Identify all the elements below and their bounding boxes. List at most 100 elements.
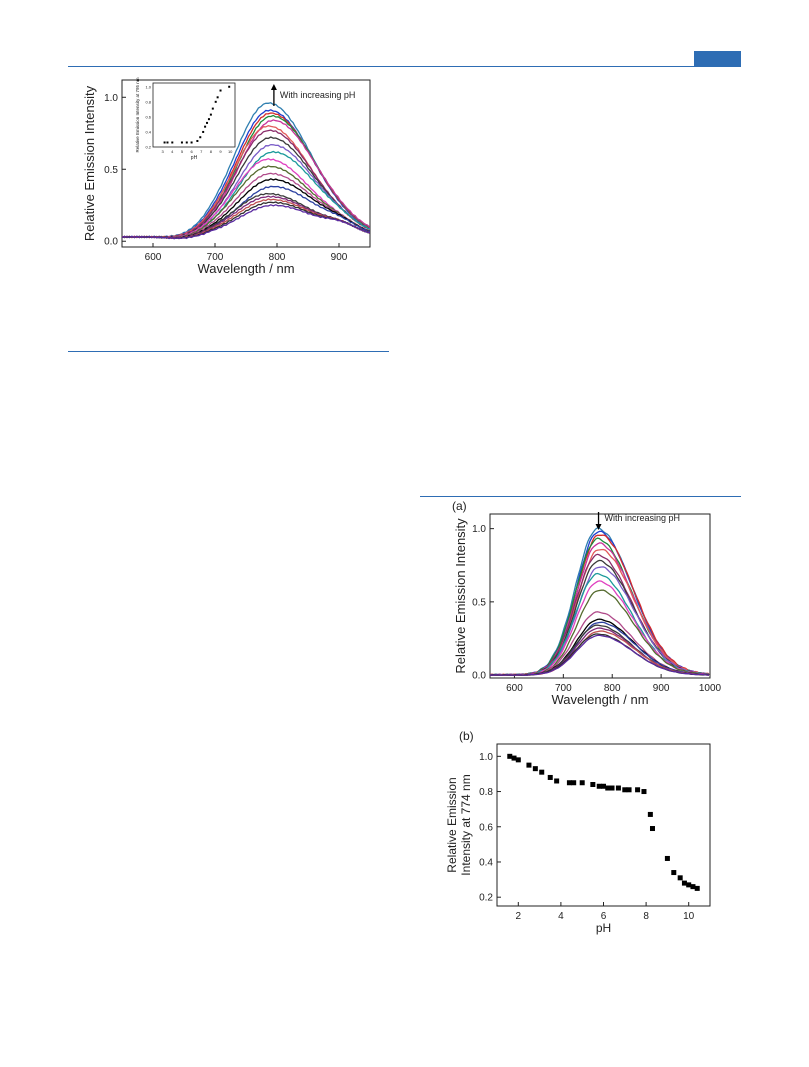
inset-data-point (190, 141, 193, 144)
data-point (615, 785, 621, 791)
data-point (554, 778, 560, 784)
data-point (590, 782, 596, 787)
inset-data-point (185, 141, 188, 144)
y-tick-label: 1.0 (472, 524, 486, 535)
inset-y-axis-label: Relative Emission Intensity at 795 nm (135, 77, 140, 152)
inset-data-point (199, 136, 202, 139)
series-line (490, 542, 710, 676)
x-axis-label: Wavelength / nm (551, 692, 648, 707)
header-accent-block (694, 51, 741, 66)
y-tick-label: 0.4 (479, 857, 493, 868)
inset-data-point (196, 139, 199, 142)
data-point (641, 789, 647, 795)
data-point (690, 884, 696, 890)
inset-y-tick-label: 0.6 (145, 114, 151, 119)
data-point (579, 780, 585, 786)
y-tick-label: 0.5 (472, 597, 486, 608)
data-point (601, 783, 606, 789)
series-line (490, 589, 710, 676)
series-line (490, 566, 710, 676)
x-tick-label: 2 (516, 911, 522, 922)
y-tick-label: 1.0 (104, 93, 118, 104)
inset-x-axis-label: pH (191, 155, 198, 161)
y-tick-label: 0.0 (104, 237, 118, 248)
header-rule (68, 66, 741, 67)
x-tick-label: 700 (555, 683, 572, 694)
data-point (605, 785, 611, 791)
data-point (677, 875, 683, 881)
data-point (694, 885, 700, 891)
inset-data-point (204, 125, 207, 128)
y-axis-label-line: Relative Emission (445, 777, 459, 872)
inset-x-tick-label: 6 (190, 149, 193, 154)
pH-arrow-head (595, 524, 602, 530)
y-tick-label: 0.6 (479, 822, 493, 833)
plot-frame (489, 513, 711, 679)
x-axis-label: Wavelength / nm (197, 261, 294, 276)
spectra-group (122, 102, 370, 240)
inset-x-tick-label: 3 (162, 149, 165, 154)
plot-frame (496, 743, 711, 907)
inset-data-point (216, 96, 219, 99)
x-tick-label: 4 (558, 911, 564, 922)
data-point (507, 753, 513, 759)
series-line (490, 530, 710, 676)
data-point (515, 757, 521, 763)
y-tick-label: 0.0 (472, 671, 486, 682)
data-point (526, 762, 532, 768)
y-tick-label: 0.8 (479, 787, 493, 798)
panel-label: (b) (459, 729, 474, 743)
annotation-text: With increasing pH (280, 90, 356, 100)
annotation-text: With increasing pH (605, 513, 681, 523)
data-point (547, 774, 553, 780)
inset-x-tick-label: 10 (228, 149, 233, 154)
series-line (490, 559, 710, 676)
panel-label: (a) (452, 499, 467, 513)
data-point (664, 855, 670, 861)
data-point (681, 880, 687, 886)
y-axis-label-line: Intensity at 774 nm (459, 774, 473, 875)
inset-data-point (209, 113, 212, 116)
figure-2a-emission-spectra: 600 700 800 900 1000 0.0 0.5 1.0 Wavelength / nm… (452, 499, 722, 707)
inset-y-tick-label: 0.8 (145, 99, 151, 104)
data-point (686, 882, 692, 888)
x-tick-label: 6 (601, 911, 607, 922)
inset-data-point (206, 121, 209, 124)
series-line (490, 534, 710, 676)
inset-frame (152, 82, 236, 148)
inset-x-tick-label: 9 (219, 149, 222, 154)
inset-x-tick-label: 8 (210, 149, 213, 154)
data-point (635, 787, 641, 793)
figure-2b-ph-titration: 2 4 6 8 10 0.2 0.4 0.6 0.8 1.0 pH Relative Emission… (445, 729, 711, 935)
x-tick-label: 900 (331, 252, 348, 263)
x-tick-label: 800 (604, 683, 621, 694)
x-tick-label: 600 (506, 683, 523, 694)
inset-data-point (202, 130, 205, 133)
inset-data-point (180, 141, 183, 144)
x-axis-label: pH (596, 921, 611, 935)
inset-data-point (228, 85, 231, 88)
data-point (626, 787, 632, 793)
plot-frame (121, 79, 371, 248)
spectra-group (490, 527, 710, 676)
data-point (566, 780, 572, 786)
data-point (532, 766, 538, 772)
data-point (596, 783, 602, 789)
inset-data-point (214, 100, 217, 103)
series-line (490, 537, 710, 676)
data-point (511, 755, 517, 761)
y-tick-label: 0.2 (479, 893, 493, 904)
inset-data-point (219, 89, 222, 92)
inset-y-tick-label: 0.2 (145, 145, 151, 150)
x-tick-label: 900 (653, 683, 670, 694)
data-point (649, 826, 655, 832)
section-rule-right (420, 496, 741, 497)
figure-1-emission-spectra: 600 700 800 900 0.0 0.5 1.0 Wavelength / nm Rela… (82, 77, 371, 276)
inset-y-tick-label: 0.4 (145, 129, 151, 134)
inset-data-point (207, 118, 210, 121)
x-tick-label: 800 (269, 252, 286, 263)
data-point (647, 811, 653, 817)
x-tick-label: 700 (207, 252, 224, 263)
x-tick-label: 1000 (699, 683, 722, 694)
y-axis-label: Relative Emission Intensity (82, 85, 97, 241)
